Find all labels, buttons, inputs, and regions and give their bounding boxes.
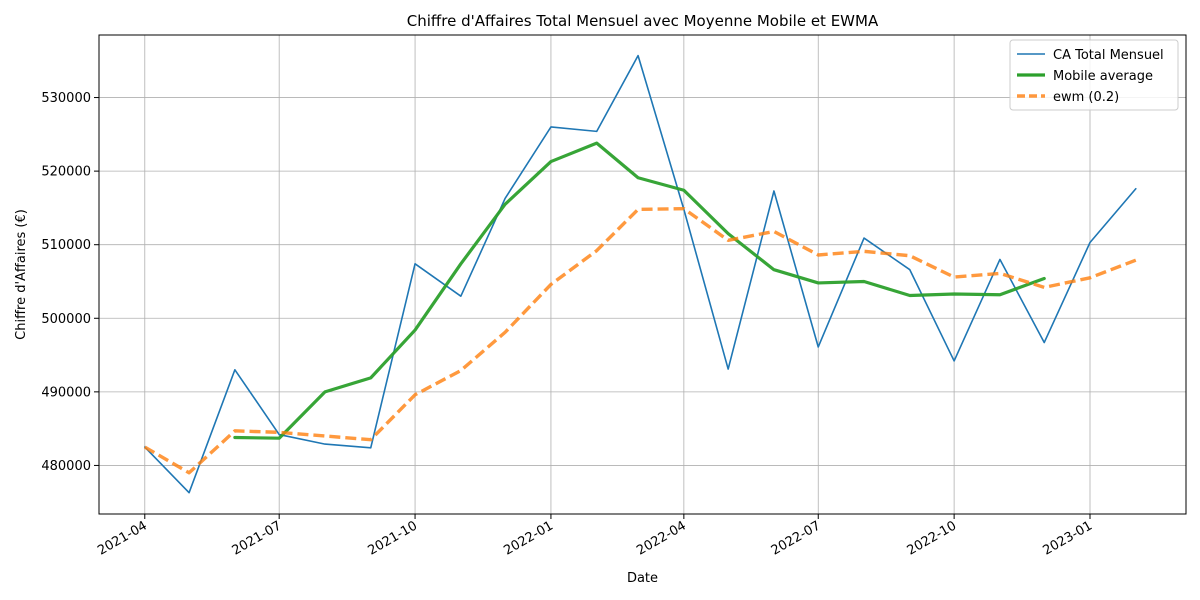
legend-box	[1009, 39, 1179, 111]
y-tick-label: 510000	[41, 238, 91, 253]
y-axis-title: Chiffre d'Affaires (€)	[14, 209, 29, 340]
y-axis: 480000 490000 500000 510000 520000 530000	[41, 91, 99, 474]
legend-label-0: CA Total Mensuel	[1053, 48, 1164, 63]
legend: CA Total Mensuel Mobile average ewm (0.2)	[1009, 39, 1179, 111]
y-tick-label: 480000	[41, 459, 91, 474]
series-line-1	[233, 141, 1046, 440]
y-tick-label: 530000	[41, 91, 91, 106]
x-axis-title: Date	[627, 571, 658, 586]
y-tick-label: 500000	[41, 312, 91, 327]
y-tick-label: 490000	[41, 385, 91, 400]
series-line-0	[143, 54, 1137, 494]
legend-label-1: Mobile average	[1053, 69, 1153, 84]
chart-title: Chiffre d'Affaires Total Mensuel avec Mo…	[407, 12, 879, 30]
series-lines	[143, 54, 1137, 494]
grid	[99, 35, 1186, 514]
y-tick-label: 520000	[41, 165, 91, 180]
plot-frame	[98, 34, 1187, 515]
legend-label-2: ewm (0.2)	[1053, 90, 1119, 105]
